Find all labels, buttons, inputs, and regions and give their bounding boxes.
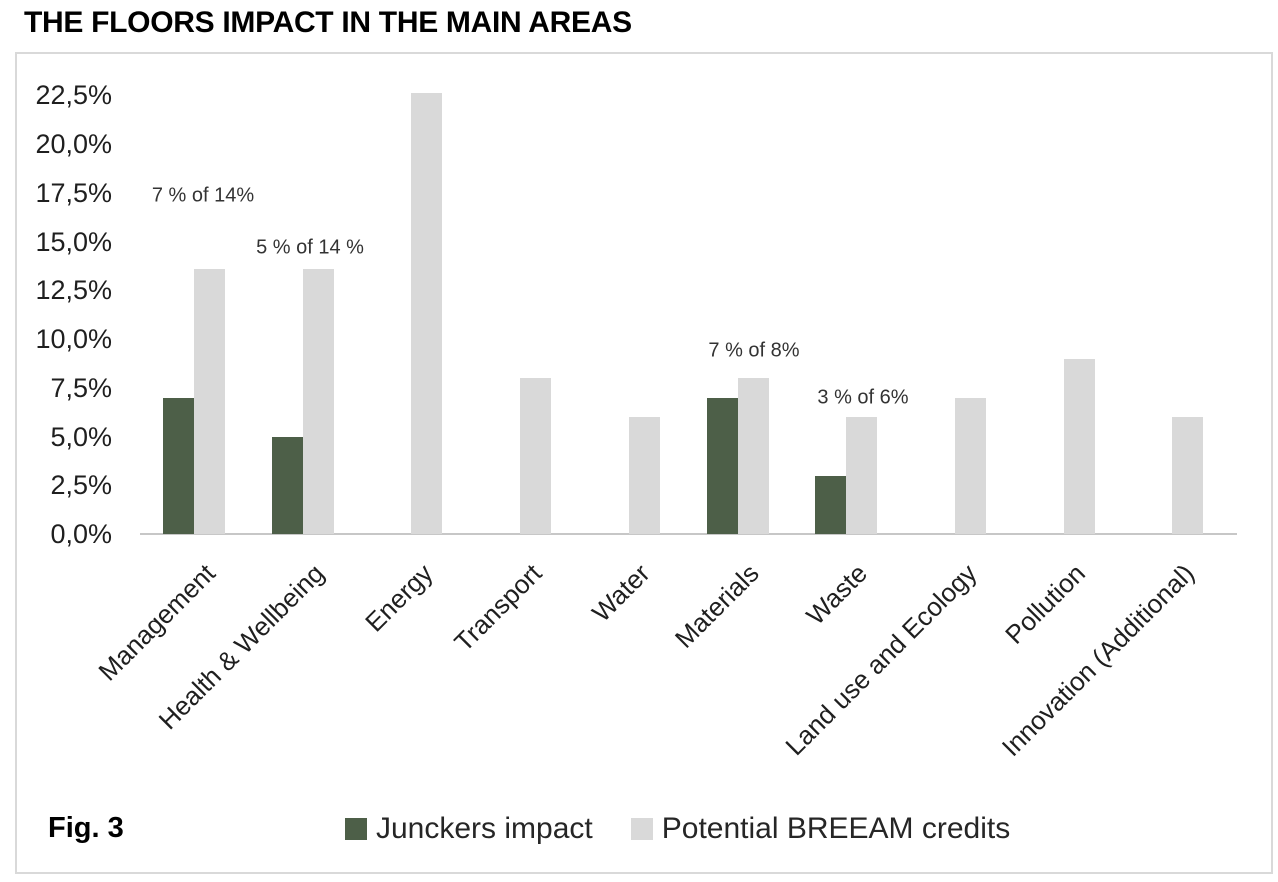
- bar-value-annotation-waste: 3 % of 6%: [817, 386, 909, 409]
- bar-junckers-impact-waste: [815, 475, 847, 534]
- y-axis-tick-label: 0,0%: [50, 519, 112, 549]
- bar-potential-breeam-credits-waste: [846, 417, 878, 534]
- legend-swatch-icon: [630, 818, 653, 840]
- y-axis-tick-label: 10,0%: [35, 324, 112, 354]
- x-axis-line: [140, 533, 1237, 535]
- bar-junckers-impact-materials: [706, 397, 738, 534]
- bar-value-annotation-management: 7 % of 14%: [151, 184, 255, 207]
- y-axis-tick-label: 17,5%: [35, 177, 112, 208]
- y-axis-tick-label: 22,5%: [35, 80, 112, 111]
- y-axis-tick-label: 2,5%: [50, 470, 112, 501]
- bar-potential-breeam-credits-innovation-additional: [1172, 417, 1204, 534]
- bar-potential-breeam-credits-water: [628, 417, 660, 534]
- bar-potential-breeam-credits-transport: [520, 378, 552, 534]
- y-axis-tick-label: 20,0%: [35, 129, 112, 159]
- legend: Junckers impact Potential BREEAM credits: [345, 812, 1010, 846]
- legend-label: Potential BREEAM credits: [661, 812, 1011, 845]
- bar-potential-breeam-credits-management: [194, 268, 225, 534]
- bar-potential-breeam-credits-pollution: [1063, 358, 1095, 534]
- y-axis-tick-label: 5,0%: [50, 421, 112, 452]
- bar-junckers-impact-management: [163, 397, 194, 534]
- bar-potential-breeam-credits-land-use-and-ecology: [954, 397, 986, 534]
- legend-item-potential-breeam-credits: Potential BREEAM credits: [630, 812, 1011, 846]
- bar-potential-breeam-credits-health-wellbeing: [302, 268, 334, 534]
- legend-swatch-icon: [345, 818, 367, 840]
- legend-label: Junckers impact: [376, 812, 593, 845]
- y-axis-tick-label: 15,0%: [35, 226, 112, 257]
- y-axis-tick-label: 7,5%: [50, 372, 112, 403]
- y-axis-tick-label: 12,5%: [35, 275, 112, 306]
- figure-caption: Fig. 3: [48, 812, 124, 844]
- chart-title: THE FLOORS IMPACT IN THE MAIN AREAS: [24, 6, 632, 39]
- bar-potential-breeam-credits-materials: [737, 378, 769, 534]
- bar-value-annotation-health-wellbeing: 5 % of 14 %: [256, 236, 364, 259]
- legend-item-junckers-impact: Junckers impact: [345, 812, 593, 846]
- bar-junckers-impact-health-wellbeing: [271, 436, 303, 534]
- bar-value-annotation-materials: 7 % of 8%: [708, 339, 800, 362]
- bar-potential-breeam-credits-energy: [411, 93, 443, 534]
